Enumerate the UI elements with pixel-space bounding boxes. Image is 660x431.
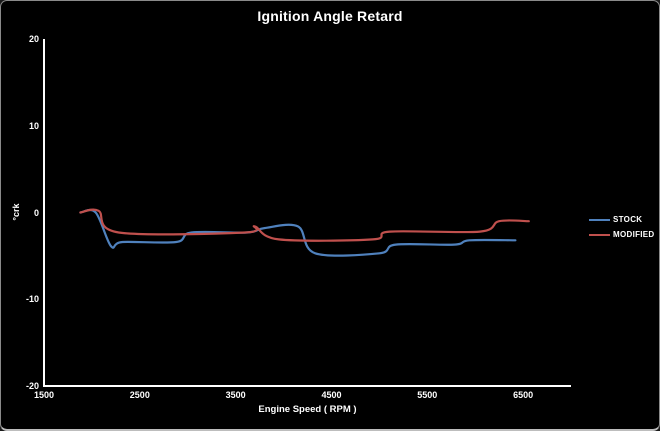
legend-item-stock: STOCK (589, 212, 655, 227)
series-line-modified (79, 208, 530, 242)
series-line-stock (79, 208, 517, 257)
y-tick-label: 20 (28, 34, 39, 44)
x-tick-label: 1500 (33, 390, 55, 400)
y-axis-title: °crk (11, 203, 21, 221)
legend: STOCK MODIFIED (589, 212, 655, 242)
x-tick-label: 6500 (513, 390, 534, 400)
x-tick-label: 3500 (225, 390, 246, 400)
x-tick-label: 5500 (417, 390, 438, 400)
legend-swatch-modified (589, 233, 610, 236)
x-tick-label: 2500 (129, 390, 150, 400)
y-tick-label: -10 (25, 294, 39, 305)
axis-lines (43, 39, 571, 387)
x-tick-label: 4500 (321, 390, 342, 400)
y-tick-label: 10 (28, 120, 39, 131)
x-axis-title: Engine Speed ( RPM ) (258, 404, 357, 415)
chart-title: Ignition Angle Retard (257, 8, 403, 24)
legend-label: MODIFIED (613, 230, 655, 239)
y-tick-label: 0 (33, 207, 39, 218)
legend-swatch-stock (589, 218, 610, 221)
y-tick-label: -20 (25, 381, 39, 391)
legend-label: STOCK (613, 215, 643, 224)
legend-item-modified: MODIFIED (589, 227, 655, 242)
